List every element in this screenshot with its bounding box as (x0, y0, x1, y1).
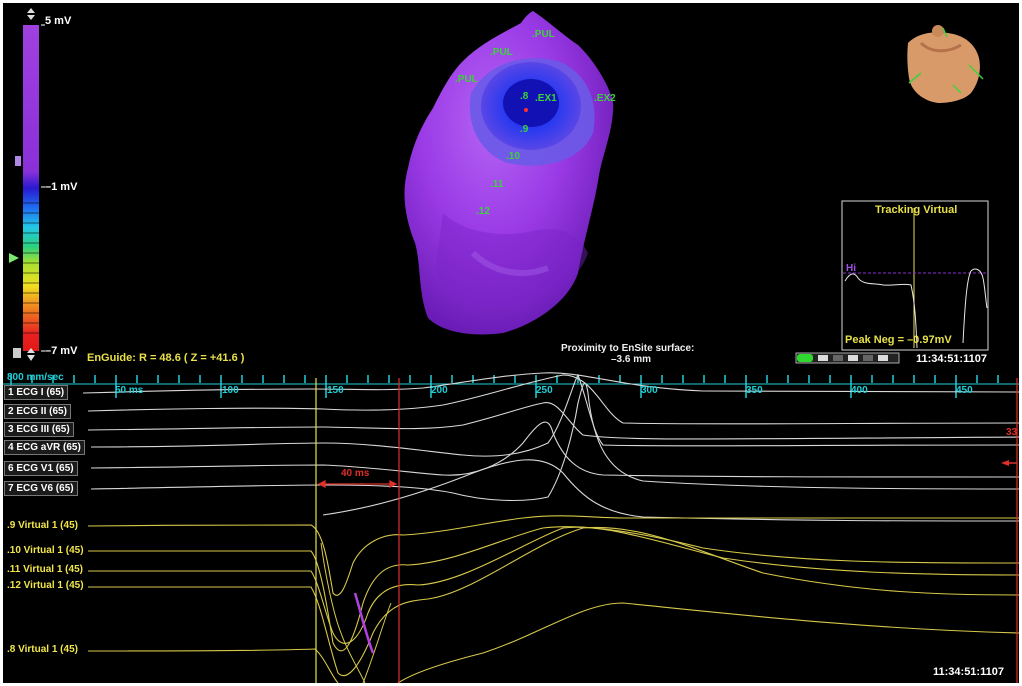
map-label-ex2: .EX2 (594, 93, 616, 104)
ecg-trace-extra (322, 459, 1019, 522)
voltage-color-scale[interactable] (23, 24, 45, 352)
virtual-trace-12 (88, 526, 1019, 676)
map-label-pul-1: .PUL (532, 29, 555, 40)
map-label-ex1: .EX1 (535, 93, 557, 104)
channel-label-ecg-i[interactable]: 1 ECG I (65) (4, 385, 69, 400)
ensite-screen: 5 mV –1 mV –7 mV .PUL .PUL .PUL .EX1 .EX… (3, 3, 1019, 683)
scale-top-label: 5 mV (45, 15, 72, 27)
clock-top: 11:34:51:1107 (916, 353, 987, 365)
tracking-title: Tracking Virtual (875, 204, 958, 216)
channel-label-ecg-v1[interactable]: 6 ECG V1 (65) (4, 461, 78, 476)
tracking-virtual-panel[interactable] (841, 200, 989, 351)
channel-label-ecg-avr[interactable]: 4 ECG aVR (65) (4, 440, 85, 455)
ecg-trace-avr (90, 373, 1019, 457)
map-label-8: .8 (520, 91, 529, 102)
virtual-trace-11 (88, 526, 1019, 644)
tick-label-350: 350 (746, 385, 763, 396)
channel-label-ecg-v6[interactable]: 7 ECG V6 (65) (4, 481, 78, 496)
proximity-value: –3.6 mm (611, 354, 652, 365)
map-label-12: .12 (476, 206, 490, 217)
ecg-trace-i (82, 372, 1019, 394)
channel-label-ecg-ii[interactable]: 2 ECG II (65) (4, 404, 71, 419)
virtual-trace-10 (87, 526, 1019, 652)
channel-label-virtual-11[interactable]: .11 Virtual 1 (45) (7, 564, 83, 575)
virtual-trace-8 (87, 602, 1019, 683)
scale-bottom-label: –7 mV (45, 345, 78, 357)
scale-upper-handle-icon (15, 156, 21, 166)
channel-label-virtual-12[interactable]: .12 Virtual 1 (45) (7, 580, 84, 591)
channel-label-virtual-9[interactable]: .9 Virtual 1 (45) (7, 520, 78, 531)
virtual-trace-deflect (320, 542, 392, 683)
tick-label-100: 100 (222, 385, 239, 396)
ecg-traces (82, 372, 1019, 522)
interval-marker (317, 480, 398, 488)
scale-tick-marks (23, 202, 39, 334)
map-label-9: .9 (520, 124, 529, 135)
tick-label-400: 400 (851, 385, 868, 396)
map-label-pul-3: .PUL (455, 74, 478, 85)
ecg-trace-iii (87, 402, 1019, 440)
virtual-traces (87, 515, 1019, 683)
proximity-label: Proximity to EnSite surface: (561, 343, 695, 354)
right-marker-label: 33 (1006, 427, 1018, 438)
clock-bottom: 11:34:51:1107 (933, 666, 1004, 678)
interval-label: 40 ms (341, 468, 370, 479)
display-canvas (3, 8, 1019, 683)
enguide-readout: EnGuide: R = 48.6 ( Z = +41.6 ) (87, 352, 245, 364)
map-blue-inner (503, 79, 559, 127)
tick-label-450: 450 (956, 385, 973, 396)
scale-mid-label: –1 mV (45, 181, 78, 193)
channel-label-virtual-8[interactable]: .8 Virtual 1 (45) (7, 644, 78, 655)
playback-progress-icon[interactable] (795, 352, 900, 364)
tick-label-300: 300 (641, 385, 658, 396)
tick-label-50: 50 ms (115, 385, 144, 396)
map-label-10: .10 (506, 151, 520, 162)
tracking-peak-value: Peak Neg = –0.97mV (845, 334, 952, 346)
torso-orientation-icon[interactable] (907, 25, 984, 103)
3d-voltage-map[interactable] (404, 11, 614, 335)
ecg-trace-v1 (90, 421, 1019, 478)
map-label-11: .11 (490, 179, 504, 190)
scale-bottom-handle-icon (13, 348, 21, 358)
sweep-speed[interactable]: 800 mm/sec (7, 372, 64, 383)
tracking-signal-trace (844, 268, 988, 349)
scale-bottom-arrows-icon[interactable] (27, 348, 35, 361)
map-shading-2 (470, 250, 550, 276)
scale-top-arrows-icon[interactable] (27, 8, 35, 20)
tick-label-200: 200 (431, 385, 448, 396)
map-red-marker (524, 108, 528, 112)
tick-label-150: 150 (327, 385, 344, 396)
ecg-trace-ii (87, 374, 1019, 425)
virtual-trace-9 (87, 515, 1019, 596)
tracking-hi-label: Hi (846, 263, 856, 274)
ecg-trace-v6 (90, 382, 1019, 502)
channel-label-ecg-iii[interactable]: 3 ECG III (65) (4, 422, 74, 437)
map-label-pul-2: .PUL (490, 47, 513, 58)
map-shading-1 (435, 213, 588, 308)
activation-highlight (353, 592, 375, 654)
channel-label-virtual-10[interactable]: .10 Virtual 1 (45) (7, 545, 84, 556)
right-edge-arrow-icon (1001, 460, 1017, 466)
tick-label-250: 250 (536, 385, 553, 396)
scale-lower-handle-icon (9, 253, 19, 263)
scale-gradient-bar (23, 25, 39, 351)
